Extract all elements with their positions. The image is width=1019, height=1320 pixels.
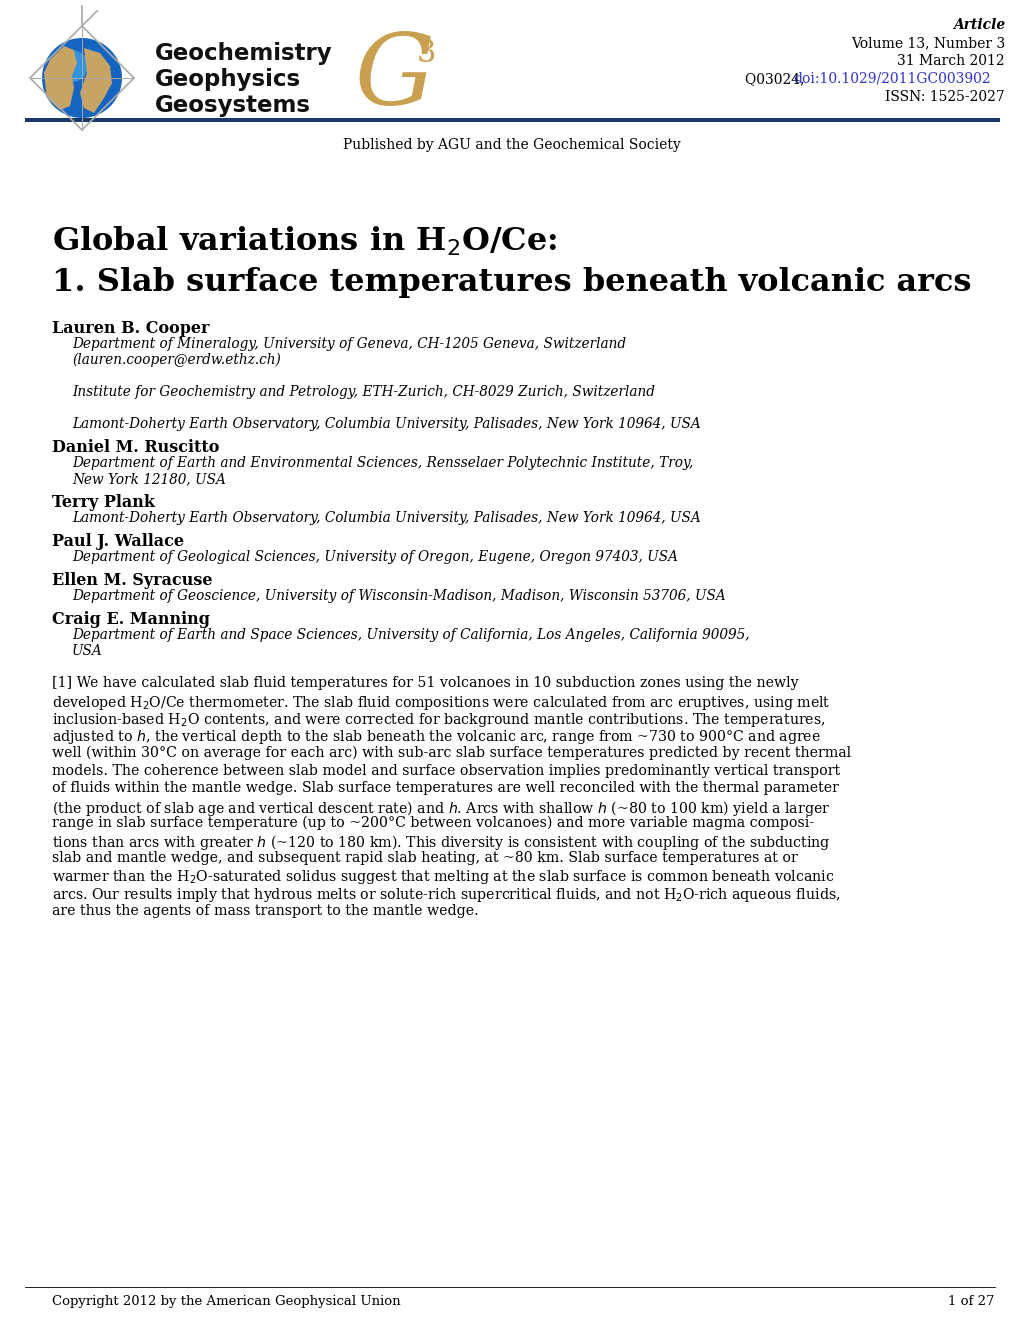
Bar [25, 117, 999, 121]
Text: Department of Earth and Environmental Sciences, Rensselaer Polytechnic Institute: Department of Earth and Environmental Sc… [72, 455, 693, 470]
Text: Geosystems: Geosystems [155, 94, 311, 117]
Circle shape [56, 50, 88, 82]
Text: Paul J. Wallace: Paul J. Wallace [52, 533, 183, 550]
Text: ISSN: 1525-2027: ISSN: 1525-2027 [884, 90, 1004, 104]
Polygon shape [79, 48, 112, 114]
Text: adjusted to $h$, the vertical depth to the slab beneath the volcanic arc, range : adjusted to $h$, the vertical depth to t… [52, 729, 820, 747]
Text: Copyright 2012 by the American Geophysical Union: Copyright 2012 by the American Geophysic… [52, 1295, 400, 1308]
Text: Daniel M. Ruscitto: Daniel M. Ruscitto [52, 440, 219, 455]
Text: 1. Slab surface temperatures beneath volcanic arcs: 1. Slab surface temperatures beneath vol… [52, 267, 970, 298]
Text: are thus the agents of mass transport to the mantle wedge.: are thus the agents of mass transport to… [52, 903, 478, 917]
Text: 1 of 27: 1 of 27 [948, 1295, 994, 1308]
Text: Global variations in H$_2$O/Ce:: Global variations in H$_2$O/Ce: [52, 224, 556, 259]
Text: Article: Article [952, 18, 1004, 32]
Text: Lamont-Doherty Earth Observatory, Columbia University, Palisades, New York 10964: Lamont-Doherty Earth Observatory, Columb… [72, 417, 700, 432]
Text: Published by AGU and the Geochemical Society: Published by AGU and the Geochemical Soc… [342, 139, 681, 152]
Text: Ellen M. Syracuse: Ellen M. Syracuse [52, 572, 212, 589]
Text: arcs. Our results imply that hydrous melts or solute-rich supercritical fluids, : arcs. Our results imply that hydrous mel… [52, 886, 840, 904]
Text: tions than arcs with greater $h$ (~120 to 180 km). This diversity is consistent : tions than arcs with greater $h$ (~120 t… [52, 833, 829, 853]
Text: New York 12180, USA: New York 12180, USA [72, 473, 225, 486]
Text: developed H$_2$O/Ce thermometer. The slab fluid compositions were calculated fro: developed H$_2$O/Ce thermometer. The sla… [52, 693, 829, 711]
Text: USA: USA [72, 644, 103, 657]
Text: Terry Plank: Terry Plank [52, 494, 155, 511]
Text: Geophysics: Geophysics [155, 69, 301, 91]
Text: slab and mantle wedge, and subsequent rapid slab heating, at ~80 km. Slab surfac: slab and mantle wedge, and subsequent ra… [52, 851, 797, 865]
Text: Lauren B. Cooper: Lauren B. Cooper [52, 319, 209, 337]
Text: 31 March 2012: 31 March 2012 [897, 54, 1004, 69]
Text: Craig E. Manning: Craig E. Manning [52, 611, 210, 628]
Text: doi:10.1029/2011GC003902: doi:10.1029/2011GC003902 [792, 73, 989, 86]
Text: [1] We have calculated slab fluid temperatures for 51 volcanoes in 10 subduction: [1] We have calculated slab fluid temper… [52, 676, 798, 690]
Text: models. The coherence between slab model and surface observation implies predomi: models. The coherence between slab model… [52, 763, 840, 777]
Text: (lauren.cooper@erdw.ethz.ch): (lauren.cooper@erdw.ethz.ch) [72, 352, 280, 367]
Circle shape [42, 38, 122, 117]
Text: G: G [355, 30, 434, 125]
Text: inclusion-based H$_2$O contents, and were corrected for background mantle contri: inclusion-based H$_2$O contents, and wer… [52, 711, 824, 729]
Text: Department of Geoscience, University of Wisconsin-Madison, Madison, Wisconsin 53: Department of Geoscience, University of … [72, 589, 726, 603]
Text: Q03024,: Q03024, [744, 73, 808, 86]
Text: (the product of slab age and vertical descent rate) and $h$. Arcs with shallow $: (the product of slab age and vertical de… [52, 799, 829, 817]
Text: Department of Earth and Space Sciences, University of California, Los Angeles, C: Department of Earth and Space Sciences, … [72, 628, 749, 642]
Text: warmer than the H$_2$O-saturated solidus suggest that melting at the slab surfac: warmer than the H$_2$O-saturated solidus… [52, 869, 834, 887]
Text: 3: 3 [417, 38, 436, 69]
Text: range in slab surface temperature (up to ~200°C between volcanoes) and more vari: range in slab surface temperature (up to… [52, 816, 813, 830]
Text: Department of Geological Sciences, University of Oregon, Eugene, Oregon 97403, U: Department of Geological Sciences, Unive… [72, 550, 678, 564]
Text: of fluids within the mantle wedge. Slab surface temperatures are well reconciled: of fluids within the mantle wedge. Slab … [52, 781, 838, 795]
Text: Volume 13, Number 3: Volume 13, Number 3 [850, 36, 1004, 50]
Text: Geochemistry: Geochemistry [155, 42, 332, 65]
Text: Institute for Geochemistry and Petrology, ETH-Zurich, CH-8029 Zurich, Switzerlan: Institute for Geochemistry and Petrology… [72, 385, 654, 399]
Text: well (within 30°C on average for each arc) with sub-arc slab surface temperature: well (within 30°C on average for each ar… [52, 746, 850, 760]
Text: Lamont-Doherty Earth Observatory, Columbia University, Palisades, New York 10964: Lamont-Doherty Earth Observatory, Columb… [72, 511, 700, 525]
Polygon shape [44, 46, 76, 110]
Text: Department of Mineralogy, University of Geneva, CH-1205 Geneva, Switzerland: Department of Mineralogy, University of … [72, 337, 626, 351]
